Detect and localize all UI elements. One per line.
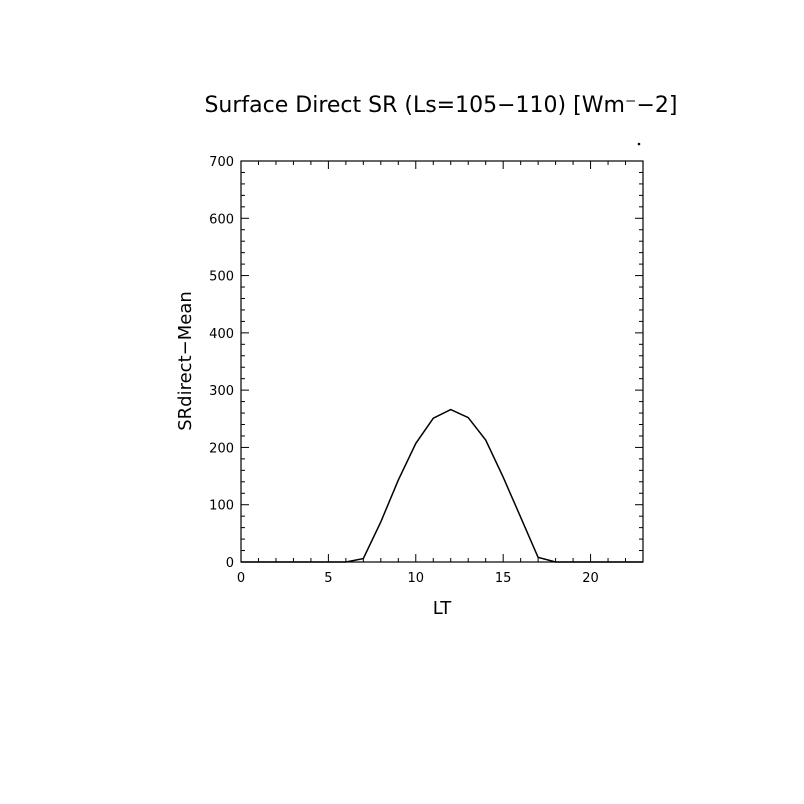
y-tick-label: 500: [209, 270, 234, 285]
y-axis-ticks: [241, 160, 643, 563]
x-axis-label: LT: [433, 598, 453, 619]
y-tick-label: 300: [209, 384, 234, 399]
y-tick-label: 0: [226, 556, 234, 571]
x-tick-label: 20: [582, 571, 599, 586]
x-axis-ticks: [240, 161, 644, 562]
corner-dot: [637, 142, 641, 146]
y-axis-label: SRdirect−Mean: [175, 291, 196, 431]
chart-title: Surface Direct SR (Ls=105−110) [Wm⁻−2]: [204, 93, 677, 118]
x-axis-tick-labels: 0 5 10 15 20: [237, 571, 599, 586]
data-points: [241, 410, 643, 563]
plot-frame: [240, 160, 644, 563]
y-axis-tick-labels: 0 100 200 300 400 500 600 700: [209, 155, 234, 571]
y-tick-label: 200: [209, 441, 234, 456]
y-tick-label: 100: [209, 499, 234, 514]
y-tick-label: 600: [209, 212, 234, 227]
series-line: [241, 408, 643, 563]
y-tick-label: 400: [209, 327, 234, 342]
x-tick-label: 5: [324, 571, 332, 586]
x-tick-label: 15: [495, 571, 512, 586]
y-tick-label: 700: [209, 155, 234, 170]
x-tick-label: 10: [408, 571, 425, 586]
x-tick-label: 0: [237, 571, 245, 586]
